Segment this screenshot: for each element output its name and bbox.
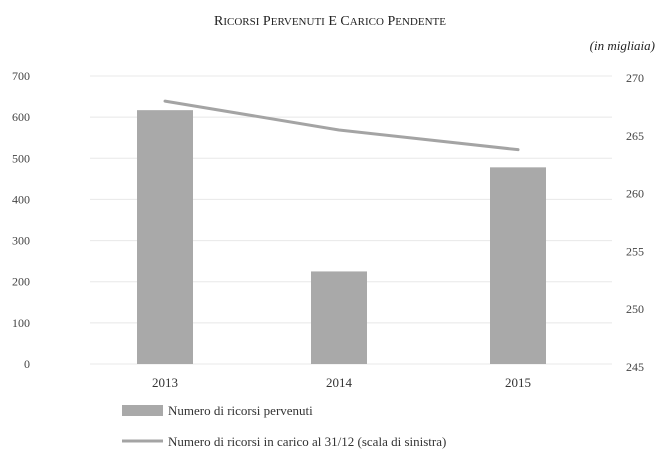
units-label: (in migliaia) — [590, 38, 655, 53]
bar — [137, 110, 193, 364]
right-tick-label: 270 — [626, 71, 644, 85]
legend-bar-label: Numero di ricorsi pervenuti — [168, 403, 313, 418]
right-axis: 245 250 255 260 265 270 — [626, 71, 644, 374]
bar-series — [137, 110, 546, 364]
left-tick-label: 700 — [12, 69, 30, 83]
chart-title: RICORSI PERVENUTI E CARICO PENDENTE — [214, 14, 446, 29]
line-series — [163, 99, 520, 152]
line-path — [163, 99, 520, 152]
left-axis: 0 100 200 300 400 500 600 700 — [12, 69, 30, 371]
left-tick-label: 100 — [12, 316, 30, 330]
legend-bar-swatch — [122, 405, 163, 416]
left-tick-label: 0 — [24, 357, 30, 371]
right-tick-label: 250 — [626, 302, 644, 316]
bar — [490, 167, 546, 364]
legend-line-label: Numero di ricorsi in carico al 31/12 (sc… — [168, 434, 446, 449]
right-tick-label: 265 — [626, 129, 644, 143]
x-tick-label: 2014 — [326, 375, 353, 390]
right-tick-label: 245 — [626, 360, 644, 374]
left-tick-label: 200 — [12, 275, 30, 289]
left-tick-label: 400 — [12, 192, 30, 206]
left-tick-label: 300 — [12, 234, 30, 248]
x-tick-label: 2013 — [152, 375, 178, 390]
right-tick-label: 260 — [626, 187, 644, 201]
x-axis: 2013 2014 2015 — [152, 375, 531, 390]
left-tick-label: 500 — [12, 151, 30, 165]
legend: Numero di ricorsi pervenuti Numero di ri… — [122, 403, 446, 449]
right-tick-label: 255 — [626, 244, 644, 258]
left-tick-label: 600 — [12, 110, 30, 124]
svg-text:RICORSI PERVENUTI E CARICO PEN: RICORSI PERVENUTI E CARICO PENDENTE — [214, 14, 446, 29]
bar — [311, 271, 367, 364]
x-tick-label: 2015 — [505, 375, 531, 390]
